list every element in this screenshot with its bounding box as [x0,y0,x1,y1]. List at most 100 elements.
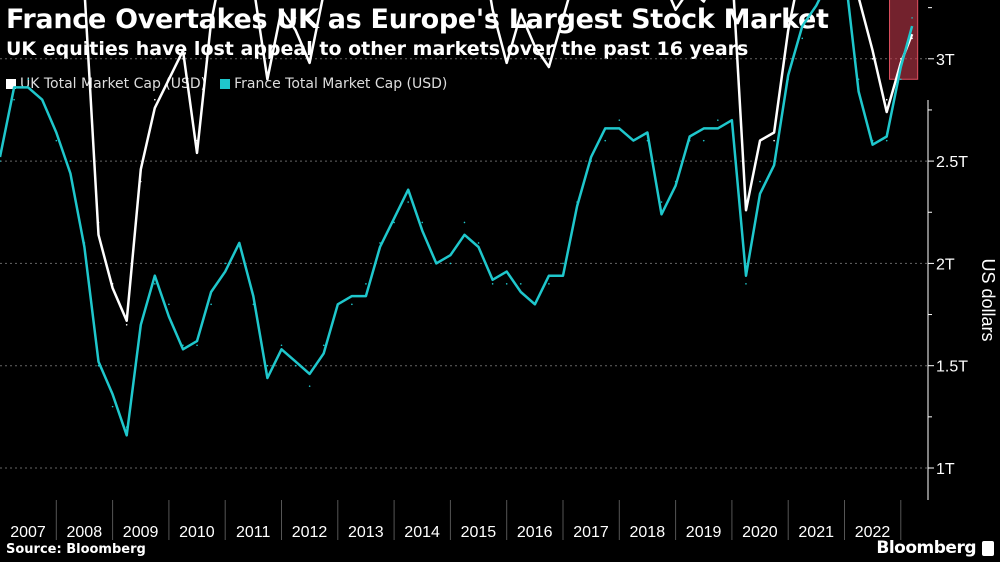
data-point-france [238,242,241,244]
series-line-france [0,0,914,437]
data-point-france [519,283,522,285]
data-point-france [463,221,466,224]
y-tick-label: 2T [936,256,955,273]
data-point-france [308,385,311,387]
source-note: Source: Bloomberg [6,542,146,557]
data-point-france [759,180,761,183]
x-tick-label: 2021 [798,524,834,541]
data-point-france [294,364,297,367]
chart-title: France Overtakes UK as Europe's Largest … [6,4,829,35]
data-point-france [534,303,536,306]
data-point-uk [548,58,550,60]
data-point-uk [125,323,128,326]
data-point-uk [280,17,283,19]
data-point-france [111,405,114,408]
data-point-france [407,201,409,203]
data-point-france [900,78,902,81]
data-point-france [435,262,438,265]
data-point-france [337,303,339,306]
x-tick-label: 2020 [742,524,778,541]
data-point-uk [674,17,677,19]
data-point-france [55,139,58,142]
data-point-france [139,323,142,326]
data-point-uk [196,139,198,142]
data-point-france [252,303,255,306]
data-point-france [210,303,212,306]
data-point-france [154,283,156,285]
x-tick-label: 2008 [67,524,103,541]
data-point-france [379,242,381,244]
data-point-uk [562,17,564,19]
series-line-uk [83,0,914,322]
data-point-uk [745,201,747,203]
legend: UK Total Market Cap (USD) France Total M… [6,76,447,92]
data-point-france [702,139,705,142]
data-point-france [787,78,789,81]
x-tick-label: 2012 [292,524,328,541]
data-point-france [548,283,550,285]
data-point-france [280,344,283,347]
data-point-france [13,98,15,101]
data-point-france [646,139,649,142]
data-point-france [857,78,860,81]
chart-subtitle: UK equities have lost appeal to other ma… [6,38,749,60]
brand-logo: Bloomberg [876,538,976,558]
data-point-uk [759,139,761,142]
y-axis-label: US dollars [978,258,998,341]
data-point-france [182,344,184,347]
data-point-france [717,119,719,121]
data-point-france [125,426,128,428]
data-point-uk [911,37,913,40]
data-point-uk [871,58,874,60]
highlight-box [889,0,919,80]
data-point-uk [97,221,100,224]
data-point-france [27,78,29,81]
data-point-uk [900,58,902,60]
x-tick-label: 2009 [123,524,159,541]
x-tick-label: 2018 [630,524,666,541]
y-tick-label: 2.5T [936,154,968,171]
data-point-france [97,364,100,367]
data-point-uk [266,78,269,81]
x-tick-label: 2016 [517,524,553,541]
data-point-france [604,139,607,142]
data-point-france [0,160,1,162]
data-point-france [421,221,424,224]
data-point-france [41,98,44,101]
data-point-france [885,139,888,142]
data-point-france [562,262,564,265]
data-point-uk [210,17,212,19]
data-point-uk [534,58,536,60]
x-tick-label: 2007 [10,524,46,541]
x-tick-label: 2010 [179,524,215,541]
data-point-uk [168,78,170,81]
data-point-france [224,262,226,265]
y-tick-label: 1T [936,461,955,478]
data-point-uk [787,17,789,19]
data-point-france [688,139,691,142]
data-point-france [393,221,395,224]
x-tick-label: 2013 [348,524,384,541]
x-tick-label: 2017 [573,524,609,541]
data-point-uk [308,58,311,60]
data-point-france [69,160,72,162]
data-point-france [632,139,635,142]
data-point-france [196,344,198,347]
data-point-france [266,364,269,367]
legend-swatch-uk [6,79,16,89]
x-tick-label: 2022 [855,524,891,541]
legend-item-uk: UK Total Market Cap (USD) [6,76,206,92]
data-point-france [871,139,874,142]
data-point-uk [294,17,297,19]
y-tick-label: 1.5T [936,359,968,376]
data-point-france [618,119,621,121]
data-point-france [576,201,578,203]
data-point-france [83,242,86,244]
data-point-uk [139,180,142,183]
data-point-uk [182,58,184,60]
x-tick-label: 2019 [686,524,722,541]
legend-label-uk: UK Total Market Cap (USD) [20,76,207,92]
data-point-uk [111,283,114,285]
legend-label-france: France Total Market Cap (USD) [234,76,448,92]
